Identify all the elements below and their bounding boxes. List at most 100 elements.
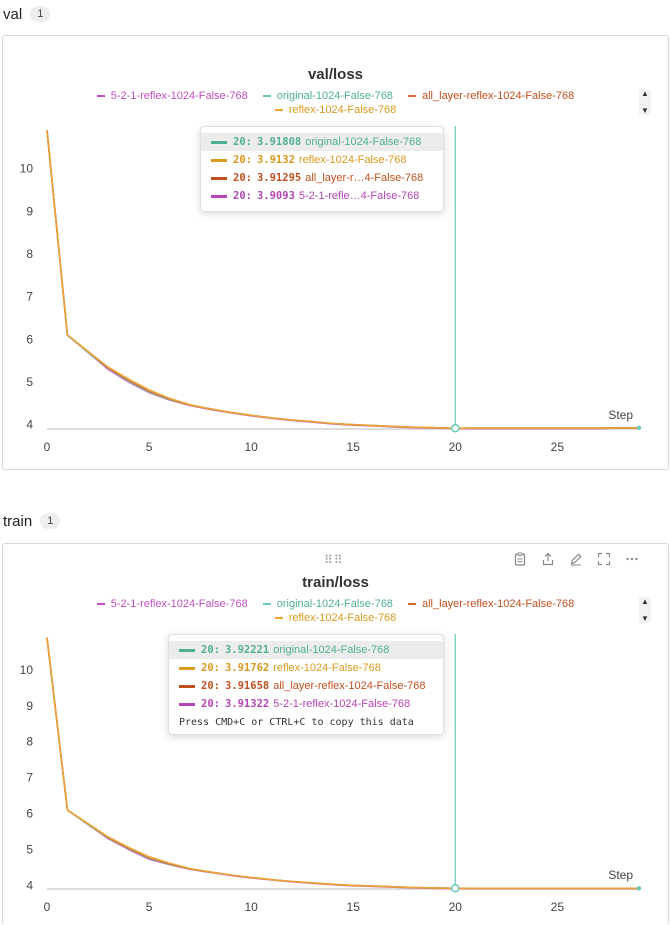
- y-tick-label: 4: [26, 878, 33, 892]
- legend-label: 5-2-1-reflex-1024-False-768: [110, 90, 248, 102]
- x-tick-label: 15: [347, 900, 361, 914]
- clipboard-icon[interactable]: [513, 552, 527, 569]
- legend-label: original-1024-False-768: [276, 598, 393, 610]
- tooltip-value: 3.91322: [224, 698, 270, 710]
- tooltip-series-name: reflex-1024-False-768: [273, 662, 381, 674]
- chart-panel-val[interactable]: val/loss 5-2-1-reflex-1024-False-768 ori…: [2, 35, 669, 470]
- chart-legend: 5-2-1-reflex-1024-False-768 original-102…: [3, 88, 668, 102]
- edit-icon[interactable]: [569, 552, 583, 569]
- chart-legend-row-2: reflex-1024-False-768: [3, 102, 668, 116]
- y-tick-label: 6: [26, 332, 33, 346]
- tooltip-series-name: 5-2-1-reflex-1024-False-768: [273, 698, 411, 710]
- x-tick-label: 15: [347, 440, 361, 454]
- tooltip-step: 20:: [233, 136, 252, 148]
- chart-plot[interactable]: 0 5 10 15 20 25 4 5 6 7 8 9 10 Step: [3, 36, 668, 469]
- legend-swatch: [96, 603, 105, 605]
- x-tick-label: 10: [244, 900, 258, 914]
- legend-item[interactable]: all_layer-reflex-1024-False-768: [408, 598, 574, 610]
- y-tick-label: 10: [20, 663, 34, 677]
- tooltip-value: 3.9132: [256, 154, 295, 166]
- legend-swatch: [408, 95, 416, 97]
- chart-panel-train[interactable]: ⠿⠿ train/loss 5-2-1-reflex-1024-False-76…: [2, 543, 669, 925]
- x-tick-label: 10: [244, 440, 258, 454]
- legend-scroll-control[interactable]: ▲ ▼: [639, 89, 651, 115]
- tooltip-series-name: reflex-1024-False-768: [298, 154, 407, 166]
- legend-item[interactable]: all_layer-reflex-1024-False-768: [408, 90, 574, 102]
- section-header-val[interactable]: val 1: [0, 1, 51, 27]
- drag-handle-icon[interactable]: ⠿⠿: [324, 553, 344, 567]
- legend-swatch: [262, 603, 271, 605]
- legend-swatch: [96, 95, 105, 97]
- y-tick-label: 6: [26, 807, 33, 821]
- tooltip-series-name: original-1024-False-768: [305, 136, 422, 148]
- legend-item[interactable]: 5-2-1-reflex-1024-False-768: [96, 598, 248, 610]
- tooltip-value: 3.91295: [256, 172, 302, 184]
- legend-label: all_layer-reflex-1024-False-768: [422, 90, 575, 102]
- y-tick-label: 10: [20, 162, 34, 176]
- y-tick-label: 5: [26, 842, 33, 856]
- y-tick-label: 8: [26, 735, 33, 749]
- tooltip-row: 20: 3.91322 5-2-1-reflex-1024-False-768: [179, 695, 433, 713]
- chart-plot[interactable]: 0 5 10 15 20 25 4 5 6 7 8 9 10 Step: [3, 544, 668, 925]
- scroll-up-icon[interactable]: ▲: [641, 597, 649, 606]
- y-tick-label: 9: [26, 204, 33, 218]
- tooltip-row: 20: 3.91295 all_layer-r…4-False-768: [211, 169, 433, 187]
- legend-swatch: [262, 95, 271, 97]
- x-axis-label: Step: [608, 408, 633, 422]
- scroll-down-icon[interactable]: ▼: [641, 614, 649, 623]
- tooltip-step: 20:: [201, 644, 220, 656]
- tooltip-swatch: [179, 648, 195, 652]
- tooltip-row: 20: 3.9093 5-2-1-refle…4-False-768: [211, 187, 433, 205]
- legend-item[interactable]: original-1024-False-768: [262, 90, 393, 102]
- legend-item[interactable]: 5-2-1-reflex-1024-False-768: [96, 90, 248, 102]
- y-tick-label: 7: [26, 771, 33, 785]
- series-line: [46, 130, 639, 430]
- tooltip-swatch: [179, 702, 195, 706]
- y-tick-label: 5: [26, 375, 33, 389]
- chart-tooltip: 20: 3.92221 original-1024-False-768 20: 3.91…: [168, 634, 444, 735]
- chart-tooltip: 20: 3.91808 original-1024-False-768 20: 3.91…: [200, 126, 444, 212]
- chart-title: train/loss: [302, 574, 369, 591]
- legend-scroll-control[interactable]: ▲ ▼: [639, 597, 651, 623]
- x-tick-label: 20: [449, 440, 463, 454]
- y-tick-label: 4: [26, 418, 33, 432]
- y-tick-label: 9: [26, 699, 33, 713]
- legend-swatch: [408, 603, 416, 605]
- tooltip-series-name: original-1024-False-768: [273, 644, 390, 656]
- legend-item[interactable]: original-1024-False-768: [262, 598, 393, 610]
- x-tick-label: 0: [44, 440, 51, 454]
- scroll-down-icon[interactable]: ▼: [641, 106, 649, 115]
- tooltip-step: 20:: [201, 698, 220, 710]
- panel-toolbar: [513, 552, 639, 569]
- share-icon[interactable]: [541, 552, 555, 569]
- section-header-train[interactable]: train 1: [0, 508, 61, 534]
- legend-item[interactable]: reflex-1024-False-768: [274, 612, 396, 624]
- tooltip-value: 3.91762: [224, 662, 270, 674]
- section-count-badge: 1: [40, 513, 61, 529]
- hover-point: [451, 423, 460, 433]
- more-icon[interactable]: [625, 552, 639, 569]
- fullscreen-icon[interactable]: [597, 552, 611, 569]
- legend-item[interactable]: reflex-1024-False-768: [274, 104, 397, 116]
- legend-swatch: [274, 617, 283, 619]
- y-tick-label: 7: [26, 290, 33, 304]
- x-tick-label: 20: [449, 900, 463, 914]
- tooltip-row: 20: 3.9132 reflex-1024-False-768: [211, 151, 433, 169]
- section-title: val: [3, 5, 23, 23]
- hover-point: [451, 883, 460, 893]
- legend-label: all_layer-reflex-1024-False-768: [422, 598, 575, 610]
- endpoint-marker: [636, 886, 642, 891]
- legend-swatch: [274, 109, 283, 111]
- tooltip-value: 3.91808: [256, 136, 302, 148]
- x-tick-label: 0: [44, 900, 51, 914]
- tooltip-step: 20:: [233, 154, 252, 166]
- chart-title: val/loss: [307, 66, 364, 83]
- tooltip-row: 20: 3.91658 all_layer-reflex-1024-False-76…: [179, 677, 433, 695]
- scroll-up-icon[interactable]: ▲: [641, 89, 649, 98]
- x-tick-label: 5: [146, 900, 153, 914]
- chart-legend-row-2: reflex-1024-False-768: [3, 610, 668, 624]
- legend-label: reflex-1024-False-768: [288, 104, 397, 116]
- tooltip-swatch: [211, 158, 227, 162]
- x-tick-label: 25: [551, 440, 565, 454]
- tooltip-swatch: [179, 684, 195, 688]
